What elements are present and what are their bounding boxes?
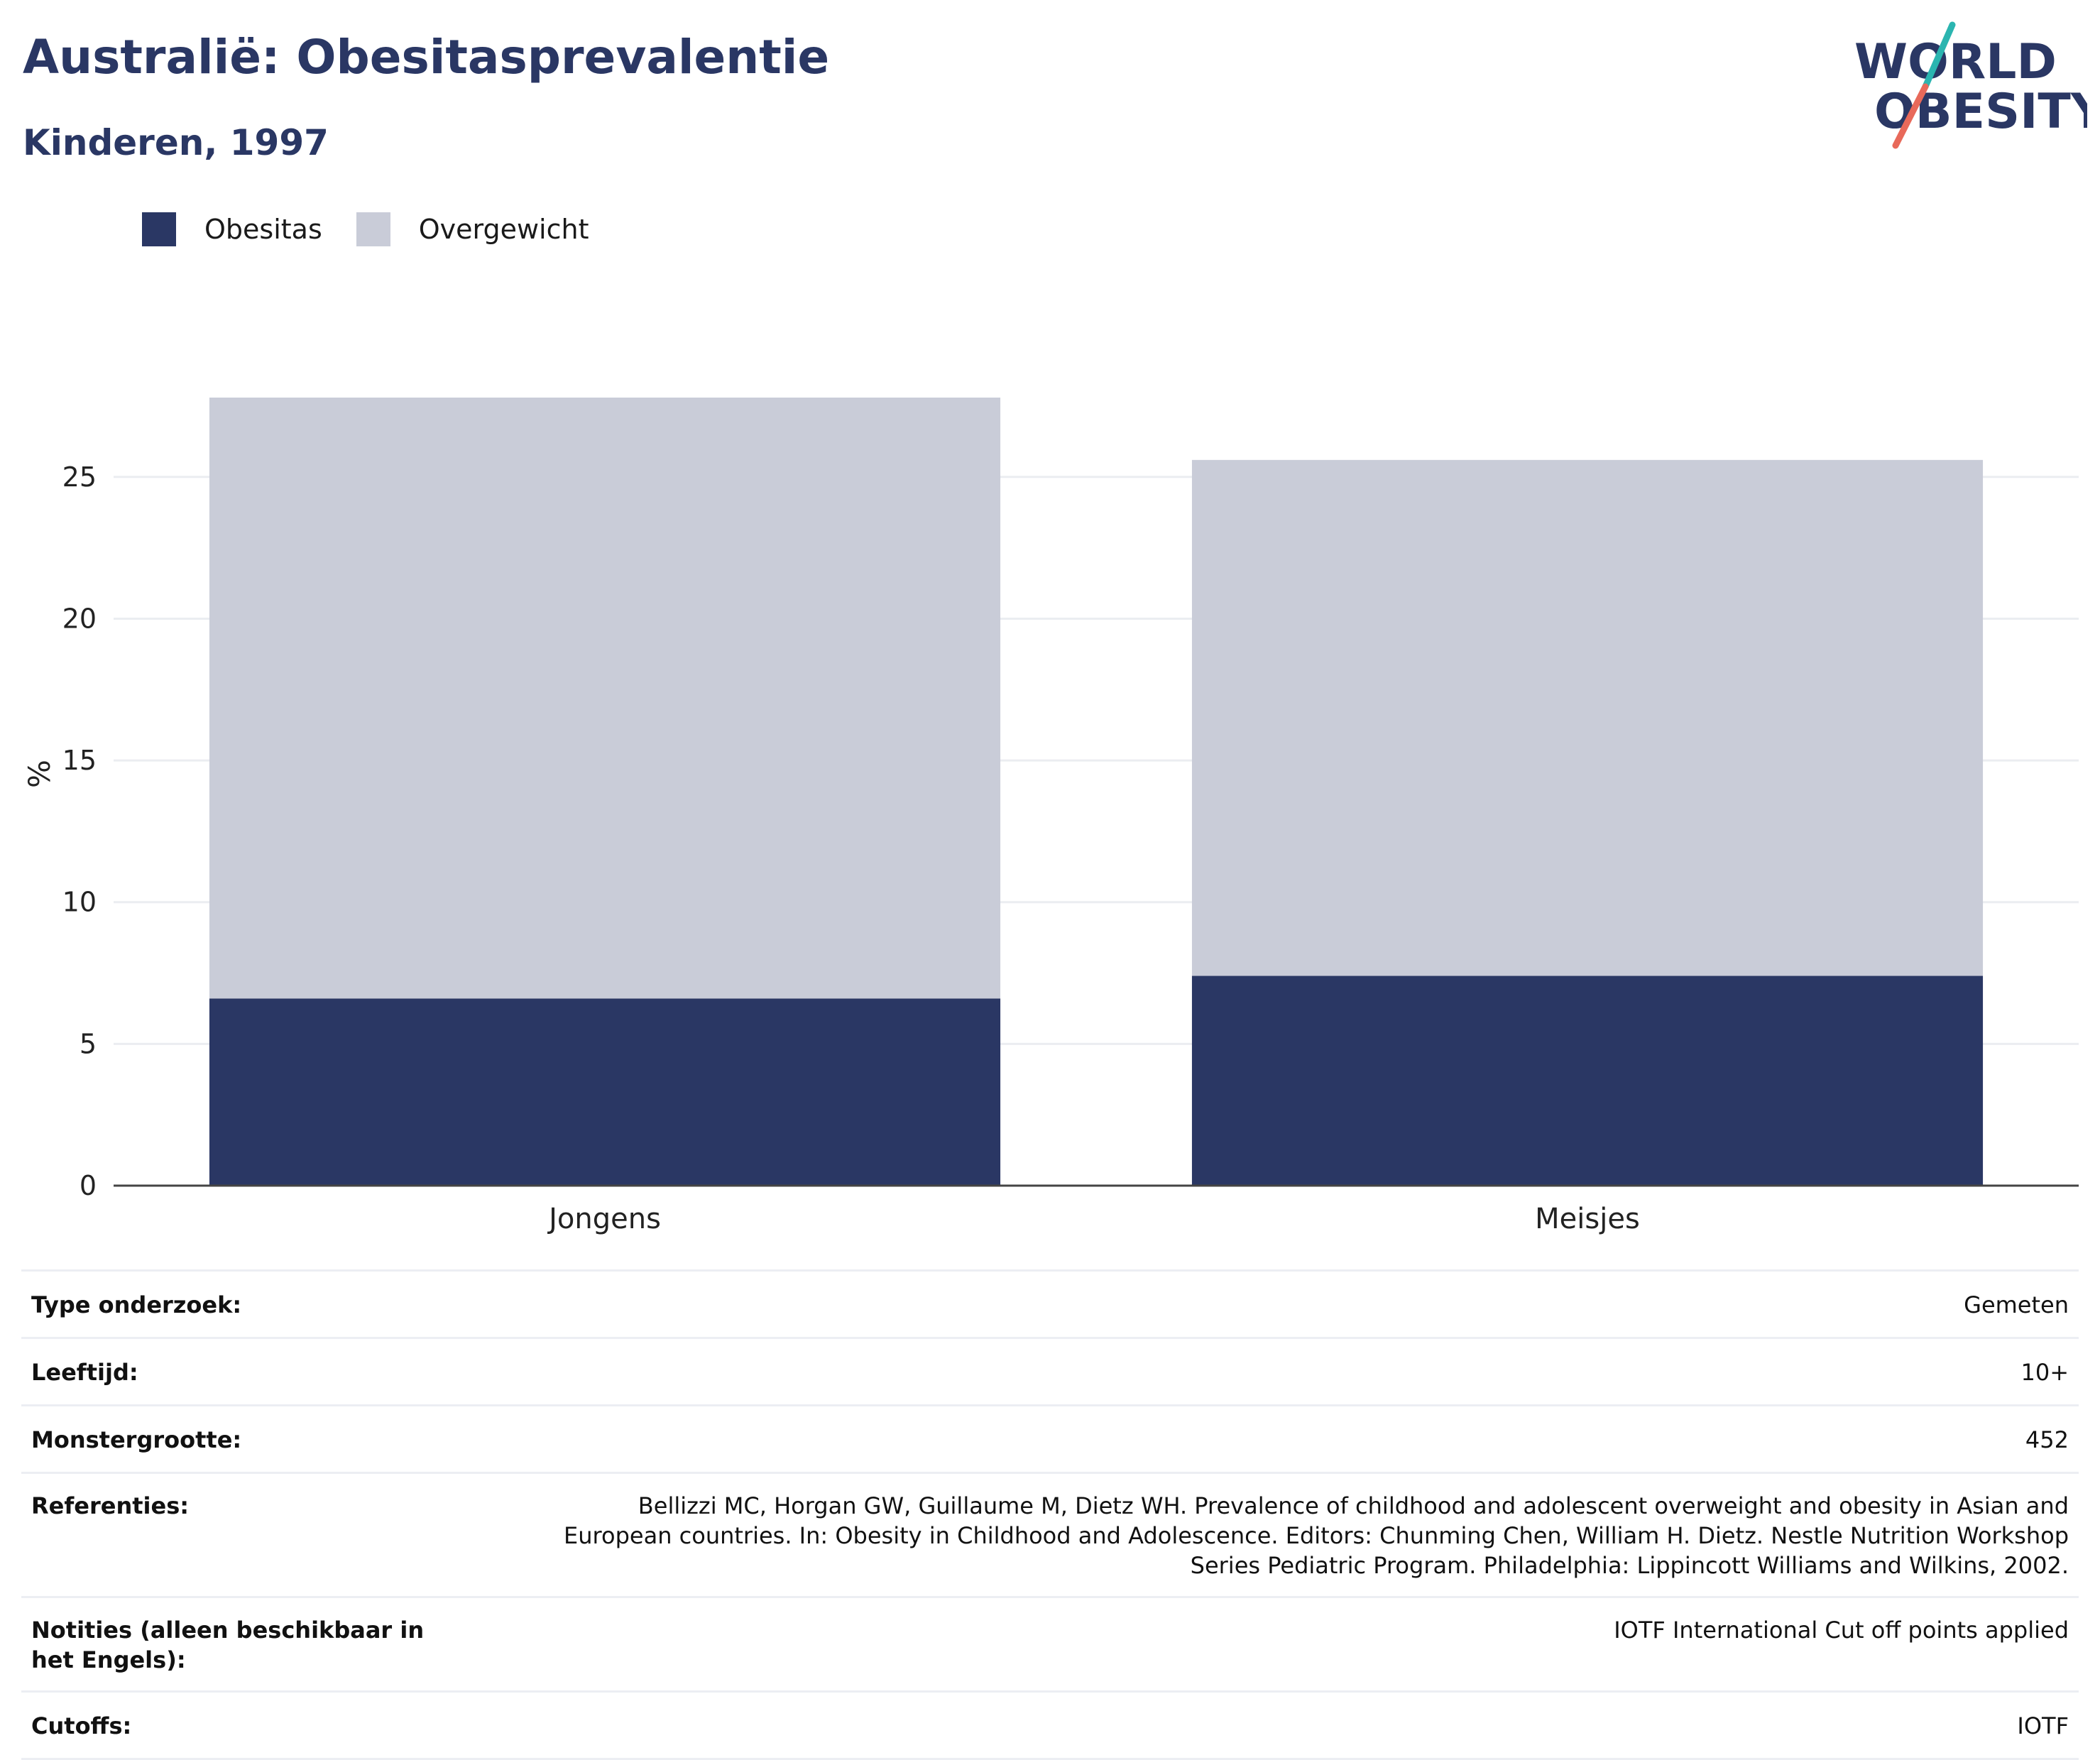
details-table: Type onderzoek: Gemeten Leeftijd: 10+ Monste… [21, 1269, 2079, 1760]
bar-obesitas-meisjes[interactable] [1191, 975, 1984, 1186]
details-value: Gemeten [481, 1269, 2079, 1339]
x-tick-label: Jongens [547, 1203, 661, 1235]
details-label: Notities (alleen beschikbaar in het Enge… [21, 1597, 481, 1693]
details-row: Notities (alleen beschikbaar in het Enge… [21, 1597, 2079, 1693]
y-tick-label: 5 [80, 1028, 97, 1059]
bar-chart: 0 5 10 15 20 25% Jongens Meisjes [22, 398, 2079, 1235]
legend-swatch-obesitas [142, 212, 176, 246]
details-value-line: 10+ [2020, 1359, 2069, 1386]
details-value: 10+ [481, 1338, 2079, 1406]
logo-slash-coral [1892, 83, 1929, 149]
details-value-line: 452 [2025, 1426, 2069, 1453]
details-value-line: Gemeten [1964, 1291, 2069, 1318]
legend-item-overgewicht[interactable]: Overgewicht [356, 212, 589, 246]
page-title: Australië: Obesitasprevalentie [23, 30, 830, 84]
details-value: Bellizzi MC, Horgan GW, Guillaume M, Die… [481, 1472, 2079, 1598]
y-tick-label: 15 [62, 745, 97, 776]
y-tick-label: 20 [62, 603, 97, 634]
details-row: Type onderzoek: Gemeten [21, 1269, 2079, 1339]
details-value-line: IOTF International Cut off points applie… [1614, 1617, 2069, 1644]
y-tick-label: 0 [80, 1170, 97, 1201]
legend-swatch-overgewicht [356, 212, 390, 246]
y-tick-label: 10 [62, 887, 97, 918]
details-label: Monstergrootte: [21, 1405, 481, 1474]
x-tick-label: Meisjes [1535, 1203, 1640, 1235]
details-label: Referenties: [21, 1472, 481, 1598]
details-row: Referenties: Bellizzi MC, Horgan GW, Guil… [21, 1472, 2079, 1598]
details-label: Cutoffs: [21, 1691, 481, 1760]
legend-label-overgewicht: Overgewicht [418, 214, 589, 245]
logo-line1: WORLD [1854, 34, 2057, 90]
bar-obesitas-jongens[interactable] [209, 998, 1001, 1186]
chart-legend: Obesitas Overgewicht [142, 212, 623, 247]
details-value: IOTF [481, 1691, 2079, 1760]
details-value-line: Series Pediatric Program. Philadelphia: … [1190, 1552, 2069, 1579]
bar-overgewicht-jongens[interactable] [209, 398, 1001, 999]
details-label: Type onderzoek: [21, 1269, 481, 1339]
y-tick-label: 25 [62, 461, 97, 493]
details-value-line: Bellizzi MC, Horgan GW, Guillaume M, Die… [638, 1492, 2069, 1519]
y-axis-label: % [22, 760, 57, 788]
details-row: Leeftijd: 10+ [21, 1338, 2079, 1406]
details-value-line: European countries. In: Obesity in Child… [564, 1522, 2069, 1549]
details-row: Cutoffs: IOTF [21, 1691, 2079, 1760]
details-value: IOTF International Cut off points applie… [481, 1597, 2079, 1693]
logo-slash-teal [1922, 21, 1956, 90]
details-value: 452 [481, 1405, 2079, 1474]
legend-label-obesitas: Obesitas [204, 214, 322, 245]
legend-item-obesitas[interactable]: Obesitas [142, 212, 322, 246]
world-obesity-logo: WORLD OBESITY [1854, 21, 2087, 149]
details-row: Monstergrootte: 452 [21, 1405, 2079, 1474]
details-label: Leeftijd: [21, 1338, 481, 1406]
page-subtitle: Kinderen, 1997 [23, 122, 329, 163]
bar-overgewicht-meisjes[interactable] [1191, 459, 1984, 976]
details-value-line: IOTF [2017, 1712, 2069, 1739]
